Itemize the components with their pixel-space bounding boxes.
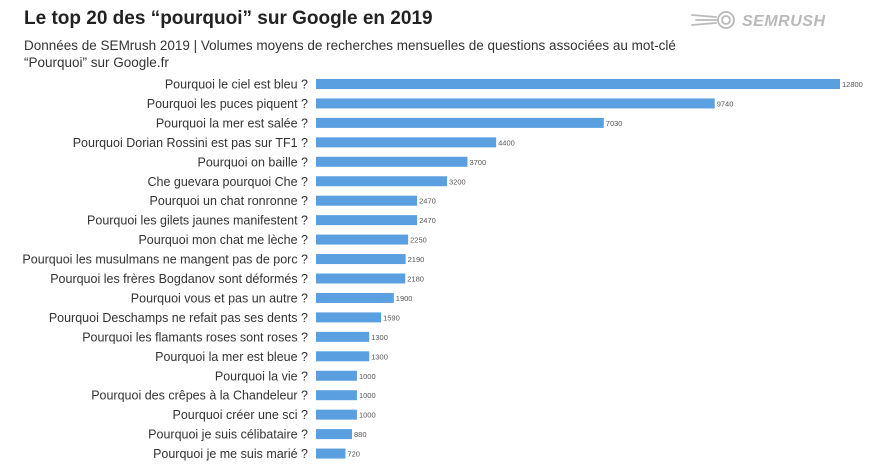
bar [316,390,357,401]
category-label: Pourquoi je suis célibataire ? [148,428,308,442]
value-label: 1300 [371,352,388,361]
value-label: 1000 [359,391,376,400]
value-label: 1900 [396,294,413,303]
value-label: 1000 [359,411,376,420]
value-label: 1590 [383,313,400,322]
bar [316,195,418,206]
bar [316,331,370,342]
value-label: 12800 [842,80,863,89]
bar [316,351,370,362]
value-label: 9740 [717,99,734,108]
category-label: Pourquoi le ciel est bleu ? [165,78,308,92]
value-label: 2180 [407,275,424,284]
value-label: 3200 [449,177,466,186]
bar [316,312,382,323]
value-label: 880 [354,430,367,439]
bar [316,98,715,109]
value-label: 2250 [410,236,427,245]
bar [316,429,353,440]
bar [316,292,394,303]
category-label: Pourquoi les frères Bogdanov sont déform… [50,272,308,286]
category-label: Che guevara pourquoi Che ? [147,175,308,189]
value-label: 7030 [606,119,623,128]
value-label: 1000 [359,372,376,381]
category-label: Pourquoi la mer est salée ? [156,116,308,130]
fireball-icon [690,9,738,36]
bar [316,409,357,420]
semrush-logo: SEMRUSH [690,10,826,34]
bar [316,273,406,284]
value-label: 2470 [419,216,436,225]
logo-text: SEMRUSH [742,13,826,30]
category-label: Pourquoi les gilets jaunes manifestent ? [87,214,308,228]
value-label: 3700 [469,158,486,167]
value-label: 4400 [498,138,515,147]
category-label: Pourquoi créer une sci ? [173,408,309,422]
bar [316,448,346,459]
bar [316,215,418,226]
category-label: Pourquoi les flamants roses sont roses ? [82,330,308,344]
category-label: Pourquoi des crêpes à la Chandeleur ? [91,389,308,403]
bar [316,254,406,265]
category-label: Pourquoi Dorian Rossini est pas sur TF1 … [73,136,308,150]
category-label: Pourquoi la vie ? [215,369,308,383]
bar [316,117,604,128]
bar [316,176,447,187]
category-label: Pourquoi on baille ? [198,155,309,169]
value-label: 2470 [419,197,436,206]
bar [316,156,468,167]
chart-title: Le top 20 des “pourquoi” sur Google en 2… [24,8,433,29]
chart-subtitle: Données de SEMrush 2019 | Volumes moyens… [24,38,676,70]
category-label: Pourquoi les musulmans ne mangent pas de… [22,253,308,267]
category-label: Pourquoi je me suis marié ? [153,447,308,461]
category-label: Pourquoi la mer est bleue ? [155,350,308,364]
category-label: Pourquoi vous et pas un autre ? [131,291,308,305]
bar [316,79,840,89]
bar [316,234,409,245]
category-label: Pourquoi un chat ronronne ? [150,194,308,208]
category-label: Pourquoi mon chat me lèche ? [138,233,308,247]
category-label: Pourquoi les puces piquent ? [147,97,308,111]
value-label: 2190 [408,255,425,264]
value-label: 720 [347,450,360,459]
value-label: 1300 [371,333,388,342]
category-label: Pourquoi Deschamps ne refait pas ses den… [49,311,308,325]
bar [316,370,357,381]
bar [316,137,497,148]
